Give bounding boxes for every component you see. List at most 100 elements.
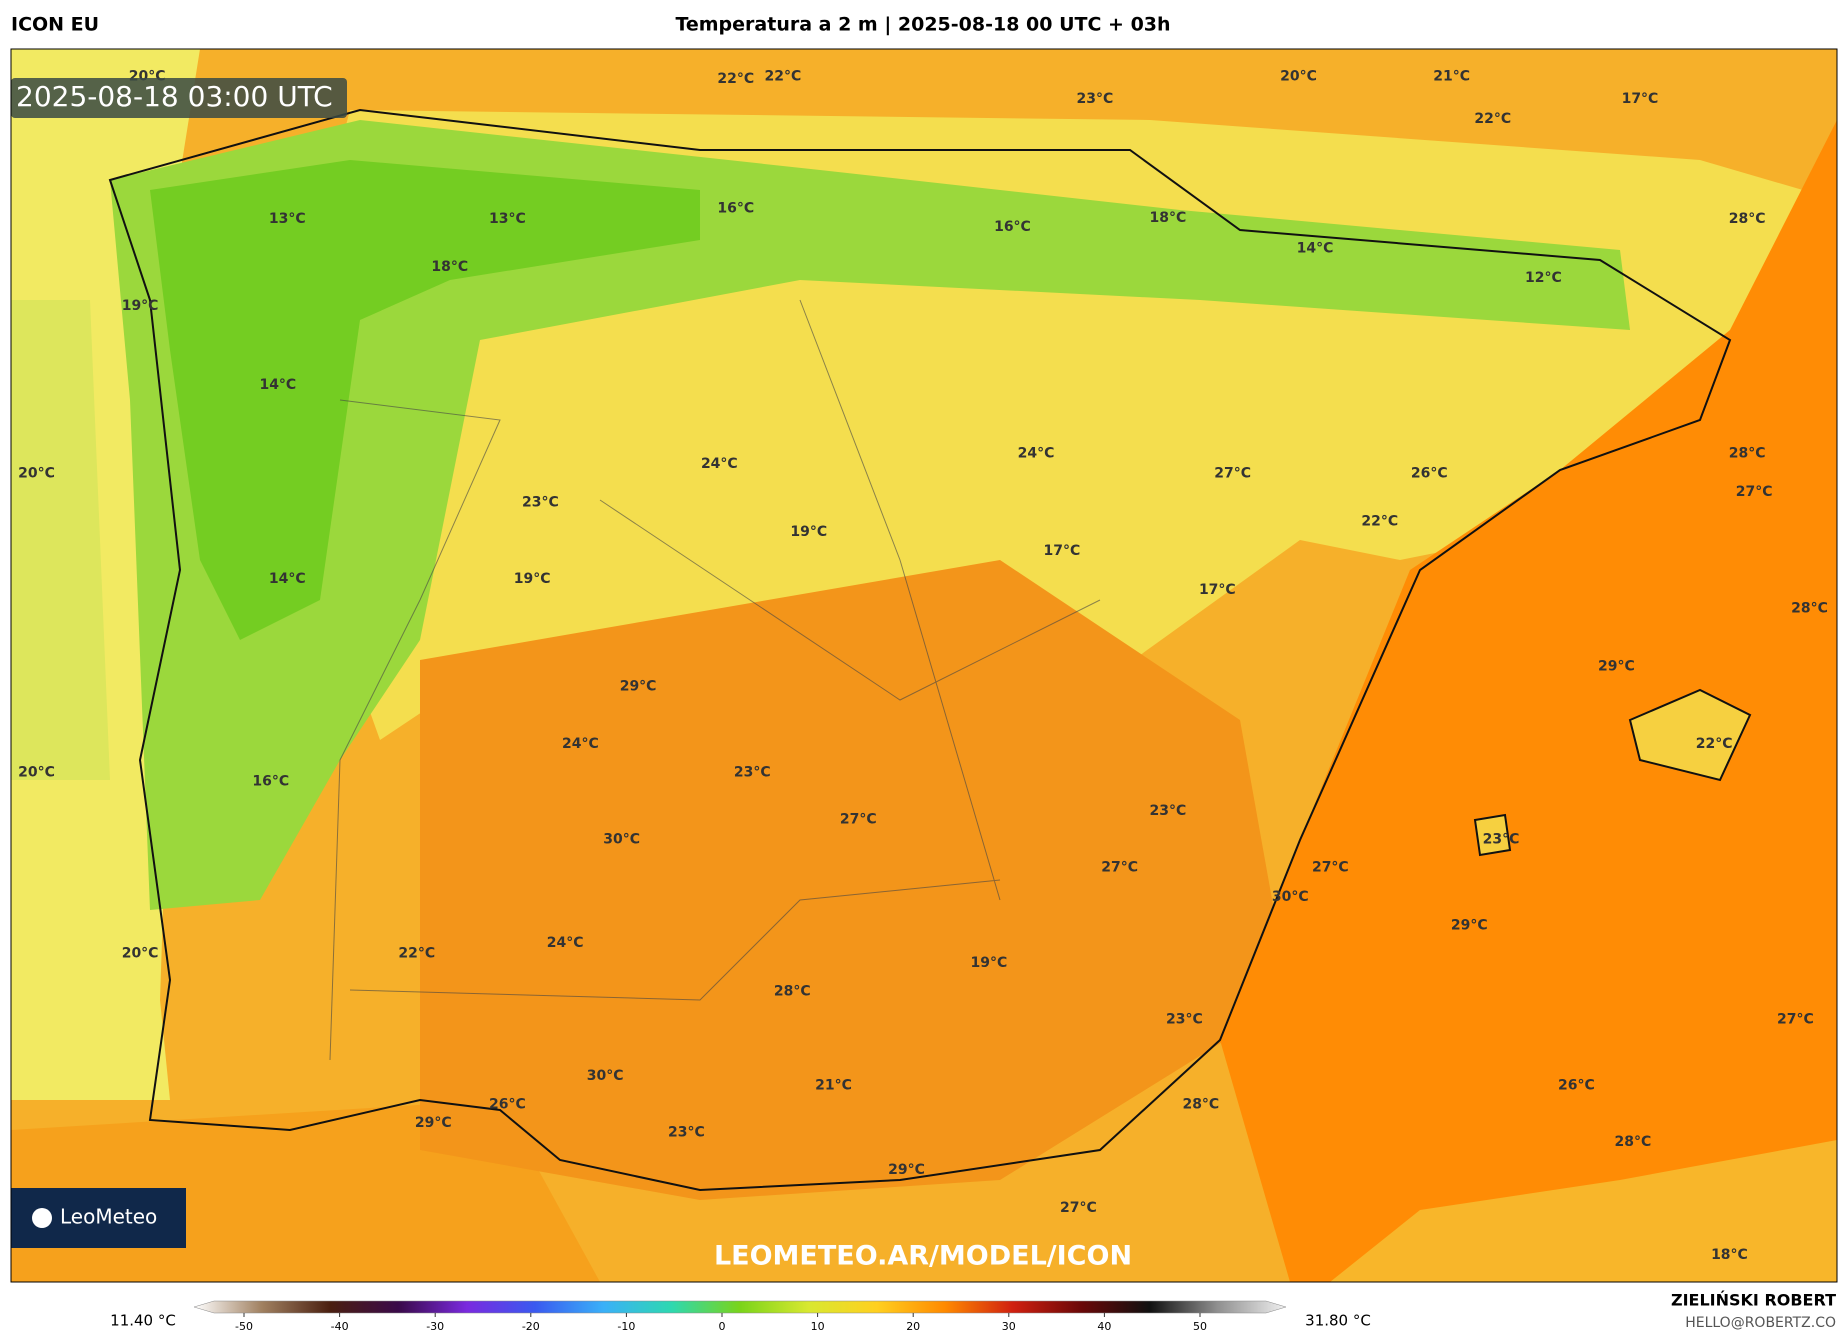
temperature-label: 24°C xyxy=(562,736,599,752)
temperature-label: 28°C xyxy=(1729,211,1766,227)
temperature-label: 29°C xyxy=(1598,658,1635,674)
temperature-label: 28°C xyxy=(774,983,811,999)
temperature-label: 20°C xyxy=(122,946,159,962)
temperature-label: 21°C xyxy=(1433,69,1470,85)
colorbar-tick-label: 10 xyxy=(811,1320,825,1333)
temperature-label: 20°C xyxy=(18,465,55,481)
temperature-label: 19°C xyxy=(790,524,827,540)
map-frame xyxy=(10,48,1838,1283)
north-cool xyxy=(110,120,1630,910)
temperature-label: 12°C xyxy=(1525,270,1562,286)
temperature-label: 16°C xyxy=(717,200,754,216)
temperature-label: 30°C xyxy=(587,1068,624,1084)
temperature-label: 27°C xyxy=(1101,860,1138,876)
temperature-label: 28°C xyxy=(1182,1096,1219,1112)
temperature-label: 27°C xyxy=(1777,1012,1814,1028)
temperature-label: 30°C xyxy=(603,831,640,847)
temperature-label: 14°C xyxy=(1297,240,1334,256)
temperature-label: 23°C xyxy=(1483,831,1520,847)
temperature-label: 28°C xyxy=(1791,601,1828,617)
temperature-label: 19°C xyxy=(514,571,551,587)
temperature-label: 23°C xyxy=(1077,91,1114,107)
temperature-label: 18°C xyxy=(1711,1247,1748,1263)
temperature-label: 26°C xyxy=(1411,465,1448,481)
temperature-label: 17°C xyxy=(1199,582,1236,598)
colorbar-tick-label: 40 xyxy=(1097,1320,1111,1333)
temperature-label: 26°C xyxy=(489,1096,526,1112)
temperature-label: 22°C xyxy=(717,71,754,87)
colorbar-ticks: -50 -40 -30 -20 -10 0 10 20 30 40 50 xyxy=(235,1313,1207,1333)
colorbar-tick-label: -50 xyxy=(235,1320,253,1333)
coastline xyxy=(108,108,1732,1192)
colorbar-tick-label: -20 xyxy=(522,1320,540,1333)
timestamp: 2025-08-18 03:00 UTC xyxy=(16,80,333,113)
model-name: ICON EU xyxy=(11,14,99,36)
colorbar-tick-label: -10 xyxy=(617,1320,635,1333)
temperature-label: 30°C xyxy=(1272,889,1309,905)
temperature-label: 23°C xyxy=(1149,803,1186,819)
temperature-label: 17°C xyxy=(1044,543,1081,559)
temperature-label: 14°C xyxy=(259,377,296,393)
temperature-label: 19°C xyxy=(971,955,1008,971)
colorbar-tick-label: -40 xyxy=(331,1320,349,1333)
temperature-label: 22°C xyxy=(1696,736,1733,752)
temperature-label: 22°C xyxy=(765,69,802,85)
email: HELLO@ROBERTZ.CO xyxy=(1685,1315,1836,1331)
temperature-label: 24°C xyxy=(547,935,584,951)
temperature-label: 29°C xyxy=(620,678,657,694)
temperature-label: 27°C xyxy=(1214,465,1251,481)
temperature-label: 23°C xyxy=(734,764,771,780)
temperature-label: 23°C xyxy=(1166,1012,1203,1028)
temperature-label: 27°C xyxy=(1060,1200,1097,1216)
temperature-label: 29°C xyxy=(1451,917,1488,933)
colorbar-tick-label: 50 xyxy=(1193,1320,1207,1333)
temperature-label: 22°C xyxy=(1474,111,1511,127)
temperature-label: 28°C xyxy=(1729,445,1766,461)
temperature-label: 23°C xyxy=(668,1125,705,1141)
timestamp-box xyxy=(11,78,347,118)
colorbar-tick-label: 20 xyxy=(906,1320,920,1333)
colorbar-tick-label: 30 xyxy=(1002,1320,1016,1333)
watermark: LEOMETEO.AR/MODEL/ICON xyxy=(714,1241,1132,1272)
temperature-label: 14°C xyxy=(269,571,306,587)
map-area: 20°C 22°C 22°C 23°C 20°C 21°C 22°C 17°C 13°C 13°C… xyxy=(11,49,1837,1282)
temperature-label: 20°C xyxy=(1280,69,1317,85)
author: ZIELIŃSKI ROBERT xyxy=(1671,1291,1836,1310)
temperature-label: 13°C xyxy=(489,211,526,227)
temperature-label: 22°C xyxy=(1361,514,1398,530)
islands xyxy=(1473,688,1752,857)
temperature-label: 29°C xyxy=(415,1115,452,1131)
temperature-label: 24°C xyxy=(701,456,738,472)
temperature-label: 23°C xyxy=(522,495,559,511)
south-warm xyxy=(420,560,1290,1200)
temperature-label: 28°C xyxy=(1615,1134,1652,1150)
temperature-label: 27°C xyxy=(1736,484,1773,500)
north-cold xyxy=(150,160,700,640)
temperature-label: 26°C xyxy=(1558,1077,1595,1093)
colorbar-tick-label: 0 xyxy=(719,1320,726,1333)
temperature-label: 24°C xyxy=(1018,445,1055,461)
atlantic-cool xyxy=(11,300,110,780)
borders xyxy=(329,299,1101,1061)
map-title: Temperatura a 2 m | 2025-08-18 00 UTC + … xyxy=(675,14,1170,36)
temperature-label: 27°C xyxy=(1312,860,1349,876)
temperature-label: 19°C xyxy=(122,298,159,314)
temperature-label: 21°C xyxy=(815,1077,852,1093)
temperature-labels: 20°C 22°C 22°C 23°C 20°C 21°C 22°C 17°C 13°C 13°C… xyxy=(18,69,1828,1263)
mediterranean xyxy=(1220,120,1837,1282)
temperature-label: 20°C xyxy=(18,764,55,780)
africa xyxy=(1330,1140,1837,1282)
temperature-label: 13°C xyxy=(269,211,306,227)
temperature-label: 29°C xyxy=(888,1162,925,1178)
temperature-label: 18°C xyxy=(1149,210,1186,226)
temperature-label: 22°C xyxy=(398,946,435,962)
logo-sun xyxy=(32,1208,52,1228)
logo: LeoMeteo xyxy=(60,1205,157,1229)
temperature-label: 16°C xyxy=(252,774,289,790)
temperature-label: 27°C xyxy=(840,811,877,827)
temperature-label: 16°C xyxy=(994,219,1031,235)
temperature-label: 18°C xyxy=(431,259,468,275)
colorbar-max: 31.80 °C xyxy=(1305,1312,1371,1330)
